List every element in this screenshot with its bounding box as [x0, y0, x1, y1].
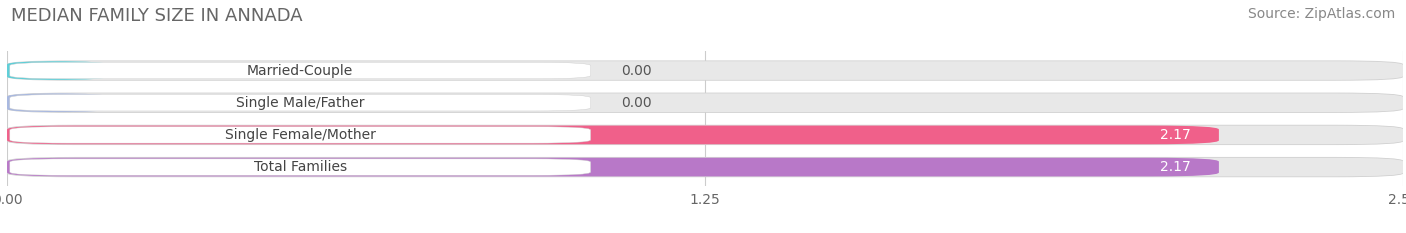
Text: 0.00: 0.00 — [621, 96, 652, 110]
Text: Married-Couple: Married-Couple — [247, 64, 353, 78]
FancyBboxPatch shape — [7, 60, 1403, 81]
Text: Total Families: Total Families — [253, 160, 347, 174]
FancyBboxPatch shape — [7, 93, 107, 112]
FancyBboxPatch shape — [10, 159, 591, 175]
FancyBboxPatch shape — [7, 125, 1403, 145]
Text: 2.17: 2.17 — [1160, 128, 1191, 142]
Text: Source: ZipAtlas.com: Source: ZipAtlas.com — [1247, 7, 1395, 21]
FancyBboxPatch shape — [7, 61, 107, 80]
Text: 0.00: 0.00 — [621, 64, 652, 78]
FancyBboxPatch shape — [7, 158, 1219, 176]
FancyBboxPatch shape — [7, 61, 1403, 80]
FancyBboxPatch shape — [7, 93, 1403, 112]
Text: MEDIAN FAMILY SIZE IN ANNADA: MEDIAN FAMILY SIZE IN ANNADA — [11, 7, 302, 25]
Text: 2.17: 2.17 — [1160, 160, 1191, 174]
FancyBboxPatch shape — [10, 62, 591, 79]
FancyBboxPatch shape — [7, 126, 1219, 144]
FancyBboxPatch shape — [7, 158, 1403, 176]
FancyBboxPatch shape — [10, 95, 591, 111]
FancyBboxPatch shape — [7, 93, 1403, 113]
FancyBboxPatch shape — [10, 127, 591, 143]
FancyBboxPatch shape — [7, 157, 1403, 177]
FancyBboxPatch shape — [7, 126, 1403, 144]
Text: Single Male/Father: Single Male/Father — [236, 96, 364, 110]
Text: Single Female/Mother: Single Female/Mother — [225, 128, 375, 142]
